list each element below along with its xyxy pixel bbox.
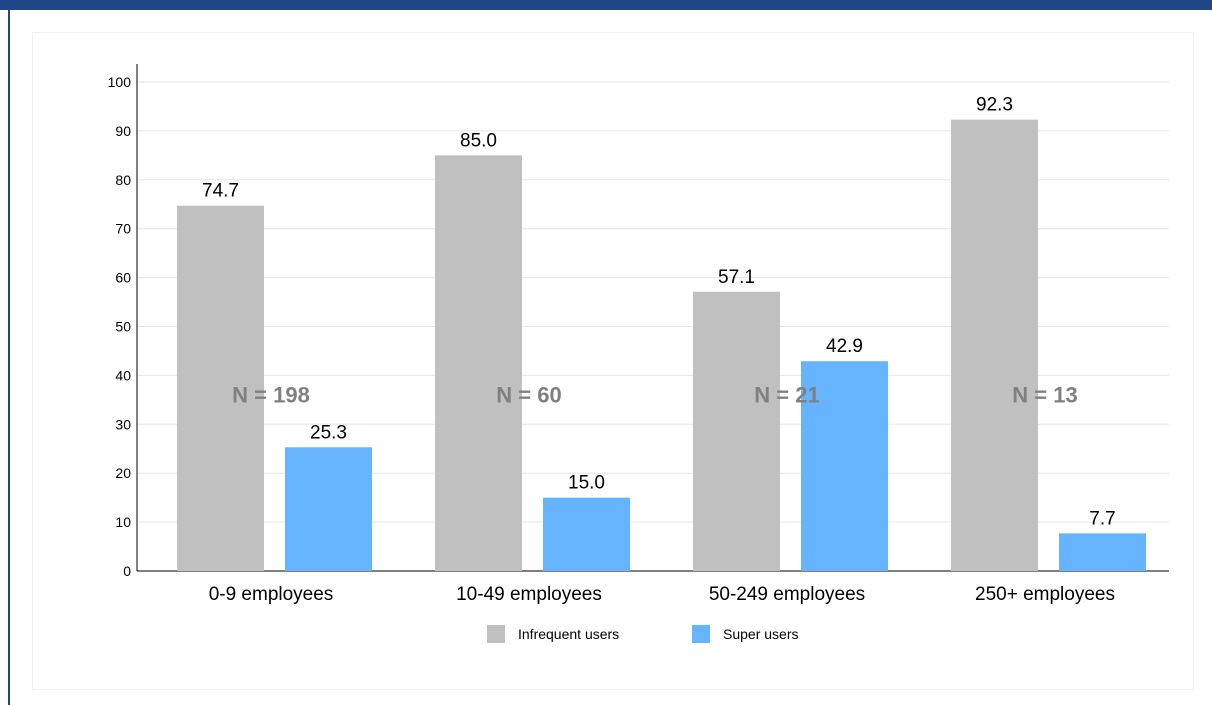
legend-swatch-super [692, 625, 710, 643]
legend-swatch-infrequent [487, 625, 505, 643]
y-tick-label: 40 [115, 367, 131, 383]
data-label: 15.0 [568, 473, 605, 494]
data-label: 42.9 [826, 336, 863, 357]
data-label: 74.7 [202, 181, 239, 202]
legend-label: Super users [723, 626, 798, 642]
y-tick-label: 0 [123, 563, 131, 579]
bar-super [285, 447, 372, 571]
bar-infrequent [435, 155, 522, 571]
y-tick-label: 80 [115, 172, 131, 188]
bar-infrequent [951, 120, 1038, 571]
y-tick-label: 20 [115, 465, 131, 481]
x-category-label: 0-9 employees [209, 584, 334, 605]
sample-size-annotation: N = 13 [1012, 382, 1077, 407]
sample-size-annotation: N = 198 [232, 382, 310, 407]
x-category-label: 10-49 employees [456, 584, 602, 605]
y-tick-label: 100 [108, 74, 132, 90]
data-label: 25.3 [310, 422, 347, 443]
left-border [8, 10, 10, 705]
bar-infrequent [693, 292, 780, 571]
chart-panel: 0 10 20 30 40 50 60 70 80 90 100 74.7 85.0 57.1 92.3 25… [32, 32, 1194, 690]
data-label: 92.3 [976, 95, 1013, 116]
y-tick-label: 50 [115, 319, 131, 335]
x-category-label: 250+ employees [975, 584, 1115, 605]
data-label: 57.1 [718, 267, 755, 288]
data-label: 85.0 [460, 130, 497, 151]
bar-chart: 0 10 20 30 40 50 60 70 80 90 100 74.7 85.0 57.1 92.3 25… [33, 33, 1193, 689]
legend-label: Infrequent users [518, 626, 619, 642]
y-tick-label: 70 [115, 221, 131, 237]
y-tick-label: 10 [115, 514, 131, 530]
x-category-label: 50-249 employees [709, 584, 865, 605]
y-tick-label: 30 [115, 416, 131, 432]
bar-super [1059, 533, 1146, 571]
y-tick-label: 90 [115, 123, 131, 139]
top-banner [0, 0, 1212, 10]
data-label: 7.7 [1089, 508, 1115, 529]
sample-size-annotation: N = 60 [496, 382, 561, 407]
sample-size-annotation: N = 21 [754, 382, 819, 407]
bar-super [543, 498, 630, 571]
y-tick-label: 60 [115, 270, 131, 286]
